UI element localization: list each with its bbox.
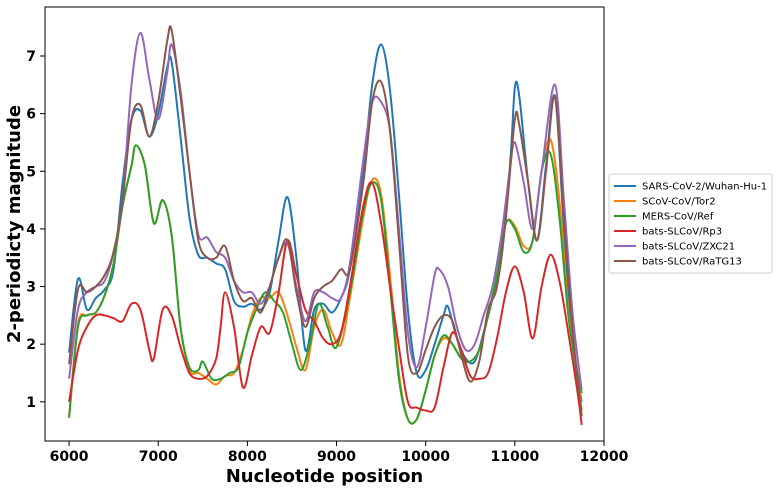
y-tick-label: 3 bbox=[26, 280, 36, 296]
series-lines bbox=[68, 25, 583, 426]
x-tick-label: 10000 bbox=[401, 449, 450, 465]
x-tick-label: 9000 bbox=[317, 449, 356, 465]
x-tick-label: 12000 bbox=[580, 449, 629, 465]
y-tick-label: 1 bbox=[26, 395, 36, 411]
y-axis: 1 2 3 4 5 6 7 bbox=[26, 49, 45, 411]
legend-box bbox=[608, 173, 773, 274]
x-tick-label: 6000 bbox=[50, 449, 89, 465]
legend-label: bats-SLCoV/ZXC21 bbox=[642, 242, 735, 253]
y-tick-label: 2 bbox=[26, 337, 36, 353]
series-line-6 bbox=[68, 25, 583, 417]
x-axis-label: Nucleotide position bbox=[226, 466, 424, 487]
x-tick-label: 11000 bbox=[490, 449, 539, 465]
legend-label: bats-SLCoV/RaTG13 bbox=[642, 257, 742, 268]
y-tick-label: 4 bbox=[26, 222, 36, 238]
x-tick-label: 7000 bbox=[139, 449, 178, 465]
legend-label: SARS-CoV-2/Wuhan-Hu-1 bbox=[642, 182, 767, 193]
y-axis-label: 2-periodicty magnitude bbox=[4, 105, 25, 343]
y-tick-label: 5 bbox=[26, 164, 36, 180]
legend-label: bats-SLCoV/Rp3 bbox=[642, 227, 722, 238]
series-line-3 bbox=[68, 144, 583, 425]
y-tick-label: 6 bbox=[26, 107, 36, 123]
legend-label: MERS-CoV/Ref bbox=[642, 212, 714, 223]
plot-area bbox=[44, 6, 605, 442]
legend: SARS-CoV-2/Wuhan-Hu-1 SCoV-CoV/Tor2 MERS-C… bbox=[608, 173, 773, 274]
x-axis: 6000 7000 8000 9000 10000 11000 12000 bbox=[50, 441, 629, 465]
legend-label: SCoV-CoV/Tor2 bbox=[642, 197, 716, 208]
y-tick-label: 7 bbox=[26, 49, 36, 65]
x-tick-label: 8000 bbox=[228, 449, 267, 465]
series-line-4 bbox=[68, 181, 583, 426]
